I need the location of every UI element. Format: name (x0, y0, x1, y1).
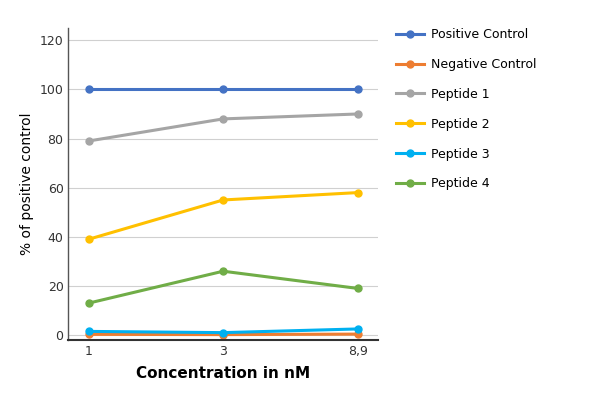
Positive Control (85, 87, 92, 92)
Line: Peptide 1: Peptide 1 (85, 110, 361, 144)
Line: Positive Control: Positive Control (85, 86, 361, 93)
Y-axis label: % of positive control: % of positive control (20, 113, 34, 255)
Positive Control (220, 87, 227, 92)
Peptide 4 (220, 269, 227, 274)
Peptide 1 (220, 116, 227, 121)
Peptide 3 (85, 329, 92, 334)
Negative Control (220, 332, 227, 337)
Peptide 4 (354, 286, 361, 291)
X-axis label: Concentration in nM: Concentration in nM (136, 366, 310, 381)
Peptide 3 (220, 330, 227, 335)
Peptide 3 (354, 326, 361, 331)
Peptide 4 (85, 301, 92, 306)
Negative Control (354, 332, 361, 336)
Peptide 1 (354, 112, 361, 116)
Line: Peptide 3: Peptide 3 (85, 326, 361, 336)
Positive Control (354, 87, 361, 92)
Legend: Positive Control, Negative Control, Peptide 1, Peptide 2, Peptide 3, Peptide 4: Positive Control, Negative Control, Pept… (396, 28, 537, 190)
Peptide 2 (220, 198, 227, 202)
Peptide 1 (85, 139, 92, 144)
Line: Peptide 4: Peptide 4 (85, 268, 361, 307)
Line: Peptide 2: Peptide 2 (85, 189, 361, 243)
Peptide 2 (85, 237, 92, 242)
Line: Negative Control: Negative Control (85, 331, 361, 338)
Peptide 2 (354, 190, 361, 195)
Negative Control (85, 332, 92, 337)
